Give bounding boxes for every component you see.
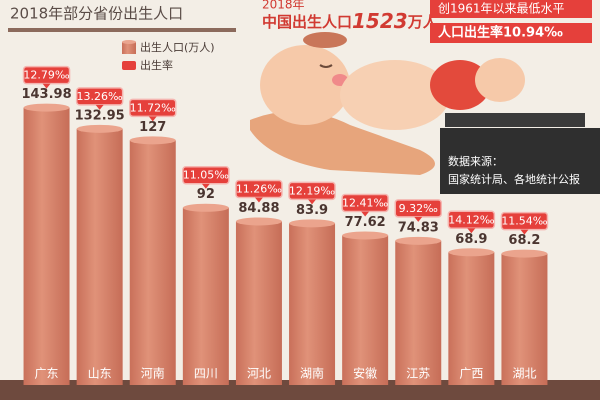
data-label: 84.88 <box>238 201 279 216</box>
bar-top <box>289 219 336 228</box>
headline-year: 2018年 <box>262 0 305 12</box>
bar <box>342 235 389 385</box>
legend-swatch <box>122 42 136 54</box>
rate-label: 11.05‰ <box>183 169 229 182</box>
bar-top <box>342 231 389 240</box>
bar-top <box>395 236 442 245</box>
data-label: 68.2 <box>508 233 540 248</box>
rate-pointer <box>148 116 157 122</box>
data-label: 74.83 <box>398 220 439 235</box>
bar-top <box>23 103 70 112</box>
data-label: 77.62 <box>345 215 386 230</box>
rate-label: 12.79‰ <box>23 69 69 82</box>
x-tick-label: 江苏 <box>406 367 430 381</box>
rate-label: 11.26‰ <box>236 182 282 195</box>
note: 人口出生率10.94‰ <box>438 25 563 41</box>
rate-label: 12.19‰ <box>289 184 335 197</box>
rate-pointer <box>414 216 423 222</box>
source-box <box>440 128 600 194</box>
x-tick-label: 广西 <box>459 367 483 381</box>
bar-top <box>76 124 123 133</box>
data-label: 132.95 <box>75 108 125 123</box>
x-tick-label: 广东 <box>35 367 59 381</box>
x-tick-label: 山东 <box>88 367 112 381</box>
rate-label: 12.41‰ <box>342 196 388 209</box>
bar <box>448 252 495 385</box>
rate-label: 13.26‰ <box>77 90 123 103</box>
rate-pointer <box>520 229 529 235</box>
bar-top <box>235 217 282 226</box>
bar-top <box>129 136 176 145</box>
headline-number: 1523 <box>352 9 408 33</box>
bar <box>76 128 123 385</box>
x-tick-label: 河北 <box>247 367 271 381</box>
headline-prefix: 中国出生人口 <box>262 13 352 31</box>
rate-pointer <box>361 211 370 217</box>
note-box <box>430 0 592 18</box>
x-tick-label: 河南 <box>141 366 165 381</box>
x-tick-label: 湖北 <box>512 366 536 381</box>
data-label: 143.98 <box>21 87 71 102</box>
rate-pointer <box>308 199 317 205</box>
rate-pointer <box>201 183 210 189</box>
bar <box>182 207 229 385</box>
rate-label: 11.72‰ <box>130 101 176 114</box>
data-label: 127 <box>139 120 166 135</box>
rate-pointer <box>254 197 263 203</box>
rate-label: 14.12‰ <box>448 213 494 226</box>
rate-pointer <box>42 83 51 89</box>
legend-swatch <box>122 61 136 70</box>
rate-label: 11.54‰ <box>501 215 547 228</box>
data-label: 68.9 <box>455 232 487 247</box>
note: 创1961年以来最低水平 <box>438 2 565 16</box>
x-tick-label: 四川 <box>194 367 218 381</box>
headline: 中国出生人口1523万人 <box>262 9 439 33</box>
note-box <box>430 23 592 43</box>
bar <box>289 223 336 385</box>
bar <box>501 253 548 385</box>
bar <box>395 240 442 385</box>
x-tick-label: 安徽 <box>353 366 377 381</box>
source-text: 国家统计局、各地统计公报 <box>448 172 580 186</box>
legend: 出生人口(万人) 出生率 <box>122 40 215 72</box>
bar-top <box>448 248 495 257</box>
legend-swatch-top <box>122 40 136 44</box>
chart-title: 2018年部分省份出生人口 <box>10 5 183 23</box>
illustration <box>250 32 585 175</box>
data-label: 83.9 <box>296 203 328 218</box>
legend-label: 出生人口(万人) <box>140 40 215 54</box>
bar <box>129 140 176 385</box>
bar-top <box>501 249 548 258</box>
rate-pointer <box>467 228 476 234</box>
rate-label: 9.32‰ <box>399 202 438 215</box>
rate-pointer <box>95 104 104 110</box>
title-rule <box>8 28 236 32</box>
x-tick-label: 湖南 <box>300 366 324 381</box>
source-label: 数据来源： <box>448 154 503 168</box>
bar <box>23 107 70 385</box>
bar <box>235 221 282 385</box>
bar-top <box>182 203 229 212</box>
legend-label: 出生率 <box>140 58 173 72</box>
data-label: 92 <box>197 187 215 202</box>
